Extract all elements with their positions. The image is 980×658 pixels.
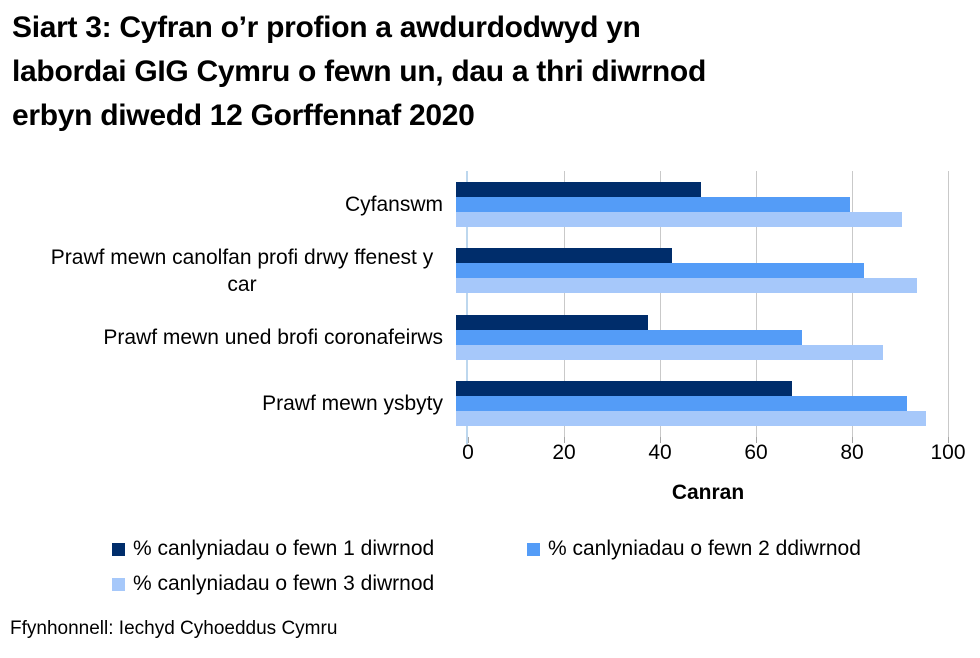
legend-swatch-icon bbox=[112, 542, 125, 556]
chart-rows: Cyfanswm Prawf mewn canolfan profi drwy f… bbox=[0, 171, 948, 437]
legend-label: % canlyniadau o fewn 2 ddiwrnod bbox=[548, 537, 861, 560]
x-tick-label: 100 bbox=[930, 441, 966, 464]
source-note: Ffynhonnell: Iechyd Cyhoeddus Cymru bbox=[10, 618, 338, 639]
plot-grid bbox=[468, 171, 949, 443]
legend-item-2-ddiwrnod: % canlyniadau o fewn 2 ddiwrnod bbox=[527, 537, 861, 561]
legend-item-3-diwrnod: % canlyniadau o fewn 3 diwrnod bbox=[112, 572, 434, 596]
bar-series-2 bbox=[456, 396, 908, 412]
legend-row: % canlyniadau o fewn 3 diwrnod bbox=[112, 572, 861, 596]
axis-tick bbox=[468, 437, 469, 443]
bar-series-2 bbox=[456, 196, 850, 212]
x-tick-label: 0 bbox=[462, 441, 474, 464]
category-group: Cyfanswm bbox=[0, 171, 948, 238]
chart-title-line2: labordai GIG Cymru o fewn un, dau a thri… bbox=[12, 55, 706, 88]
bar-series-3 bbox=[456, 278, 917, 294]
gridline bbox=[948, 171, 949, 437]
category-group: Prawf mewn ysbyty bbox=[0, 371, 948, 438]
category-label: Prawf mewn ysbyty bbox=[0, 371, 456, 438]
category-group: Prawf mewn canolfan profi drwy ffenest y… bbox=[0, 238, 948, 305]
category-group: Prawf mewn uned brofi coronafeirws bbox=[0, 304, 948, 371]
gridline bbox=[852, 171, 853, 437]
legend-label: % canlyniadau o fewn 3 diwrnod bbox=[133, 572, 435, 595]
axis-tick bbox=[756, 437, 757, 443]
legend-swatch-icon bbox=[112, 577, 125, 591]
axis-tick bbox=[852, 437, 853, 443]
legend-row: % canlyniadau o fewn 1 diwrnod % canlyni… bbox=[112, 537, 861, 561]
x-axis-title: Canran bbox=[671, 481, 745, 504]
bar-series-1 bbox=[456, 381, 792, 397]
category-label-text: Prawf mewn ysbyty bbox=[262, 392, 443, 416]
y-axis-line bbox=[466, 171, 468, 444]
bar-series-1 bbox=[456, 248, 672, 264]
gridline bbox=[756, 171, 757, 437]
legend: % canlyniadau o fewn 1 diwrnod % canlyni… bbox=[112, 537, 861, 607]
gridline bbox=[660, 171, 661, 437]
gridline bbox=[564, 171, 565, 437]
category-label: Prawf mewn uned brofi coronafeirws bbox=[0, 304, 456, 371]
axis-tick bbox=[660, 437, 661, 443]
axis-tick bbox=[948, 437, 949, 443]
bar-series-3 bbox=[456, 344, 884, 360]
chart-title-line1: Siart 3: Cyfran o’r profion a awdurdodwy… bbox=[12, 11, 641, 44]
bar-series-2 bbox=[456, 329, 802, 345]
bar-series-3 bbox=[456, 211, 903, 227]
x-tick-label: 40 bbox=[648, 441, 672, 464]
bar-group bbox=[456, 171, 936, 238]
bar-series-2 bbox=[456, 263, 864, 279]
x-tick-label: 80 bbox=[840, 441, 864, 464]
bar-group bbox=[456, 304, 936, 371]
chart-title: Siart 3: Cyfran o’r profion a awdurdodwy… bbox=[12, 6, 912, 138]
bar-group bbox=[456, 371, 936, 438]
bar-series-1 bbox=[456, 181, 701, 197]
chart-title-line3: erbyn diwedd 12 Gorffennaf 2020 bbox=[12, 99, 475, 132]
bar-series-3 bbox=[456, 411, 927, 427]
category-label: Cyfanswm bbox=[0, 171, 456, 238]
x-tick-label: 20 bbox=[552, 441, 576, 464]
axis-tick bbox=[564, 437, 565, 443]
x-axis-tick-labels: 0 20 40 60 80 100 bbox=[462, 441, 965, 467]
category-label: Prawf mewn canolfan profi drwy ffenest y… bbox=[0, 238, 456, 305]
category-label-text: Cyfanswm bbox=[344, 192, 443, 216]
category-label-text: Prawf mewn canolfan profi drwy ffenest y… bbox=[50, 245, 434, 296]
legend-label: % canlyniadau o fewn 1 diwrnod bbox=[133, 537, 435, 560]
legend-swatch-icon bbox=[527, 542, 540, 556]
x-tick-label: 60 bbox=[744, 441, 768, 464]
legend-item-1-diwrnod: % canlyniadau o fewn 1 diwrnod bbox=[112, 537, 527, 561]
category-label-text: Prawf mewn uned brofi coronafeirws bbox=[103, 325, 443, 349]
bar-series-1 bbox=[456, 314, 648, 330]
bar-group bbox=[456, 238, 936, 305]
